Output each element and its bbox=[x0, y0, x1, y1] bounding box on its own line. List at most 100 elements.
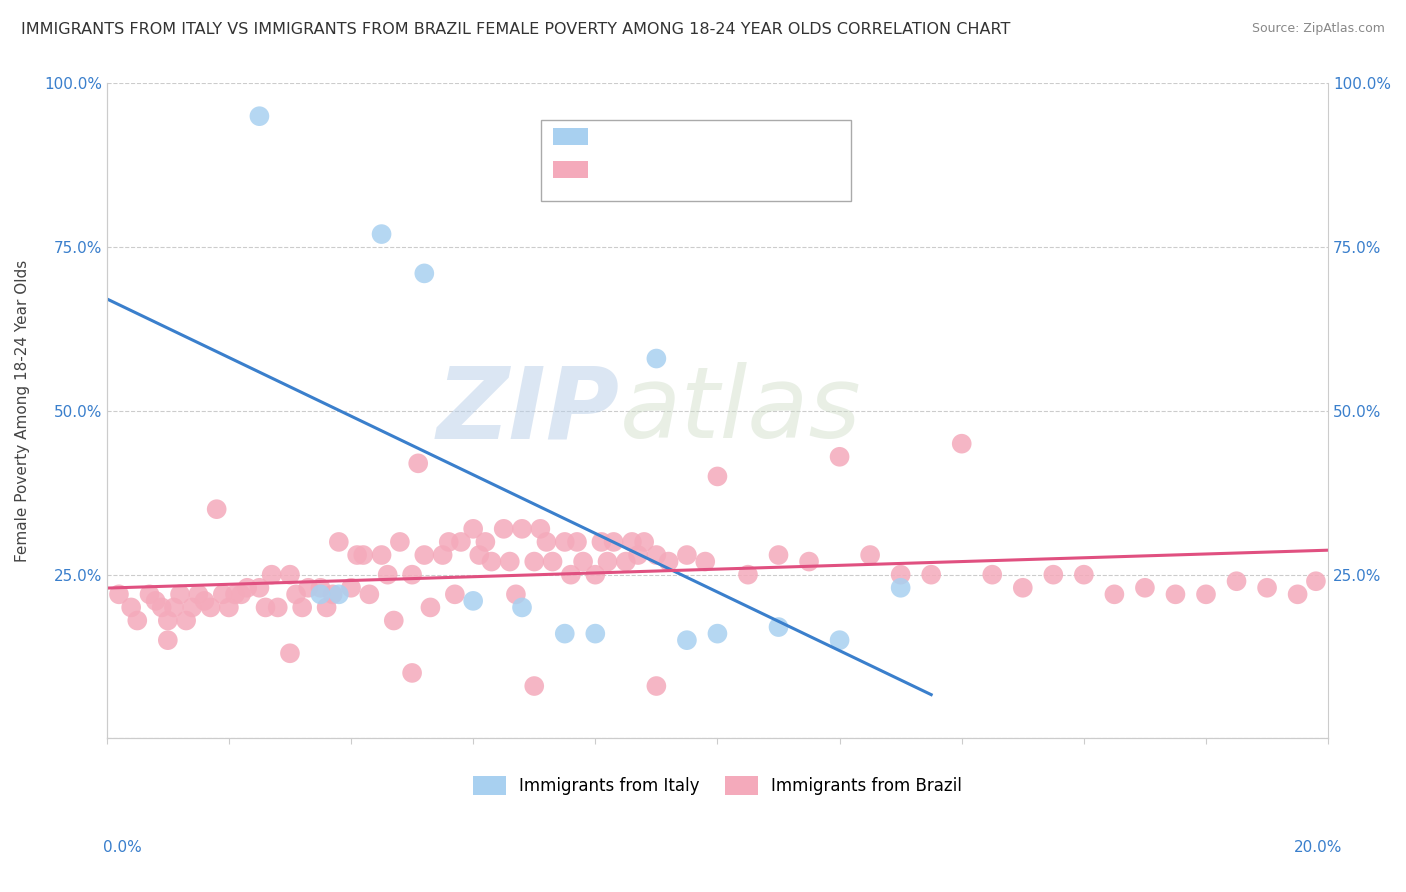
Text: R = 0.744   N =  15: R = 0.744 N = 15 bbox=[598, 136, 773, 154]
Point bbox=[560, 567, 582, 582]
Point bbox=[108, 587, 131, 601]
Point bbox=[523, 679, 546, 693]
Point bbox=[541, 555, 564, 569]
Point bbox=[492, 522, 515, 536]
Point bbox=[370, 548, 392, 562]
Point bbox=[309, 581, 332, 595]
Point bbox=[127, 614, 149, 628]
Point bbox=[267, 600, 290, 615]
Point bbox=[1305, 574, 1327, 589]
Point bbox=[120, 600, 142, 615]
Point bbox=[1104, 587, 1126, 601]
Point bbox=[706, 469, 728, 483]
Text: R = 0.048   N =  102: R = 0.048 N = 102 bbox=[598, 169, 785, 187]
Point bbox=[1164, 587, 1187, 601]
Point bbox=[218, 600, 240, 615]
Point bbox=[645, 548, 668, 562]
Point bbox=[890, 581, 912, 595]
Point bbox=[413, 266, 436, 280]
Point bbox=[583, 626, 606, 640]
Point bbox=[676, 633, 699, 648]
Point bbox=[163, 600, 186, 615]
Point bbox=[138, 587, 160, 601]
Text: 0.0%: 0.0% bbox=[103, 840, 142, 855]
Point bbox=[249, 581, 271, 595]
Point bbox=[260, 567, 283, 582]
Point bbox=[254, 600, 277, 615]
Point bbox=[382, 614, 405, 628]
Point bbox=[352, 548, 374, 562]
Point bbox=[695, 555, 717, 569]
Point bbox=[1011, 581, 1033, 595]
Point bbox=[187, 587, 209, 601]
Point bbox=[1133, 581, 1156, 595]
Point bbox=[529, 522, 551, 536]
Point bbox=[565, 535, 588, 549]
Point bbox=[205, 502, 228, 516]
Point bbox=[596, 555, 619, 569]
Point bbox=[1225, 574, 1247, 589]
Point bbox=[768, 548, 790, 562]
Point bbox=[920, 567, 942, 582]
Point bbox=[554, 626, 576, 640]
Point bbox=[450, 535, 472, 549]
Point bbox=[309, 587, 332, 601]
Point bbox=[658, 555, 681, 569]
Point bbox=[890, 567, 912, 582]
Point bbox=[278, 567, 301, 582]
Point bbox=[437, 535, 460, 549]
Point bbox=[499, 555, 522, 569]
Point bbox=[797, 555, 820, 569]
Point bbox=[768, 620, 790, 634]
Point bbox=[156, 633, 179, 648]
Point bbox=[413, 548, 436, 562]
Point bbox=[463, 522, 485, 536]
Point bbox=[150, 600, 173, 615]
Point bbox=[285, 587, 308, 601]
Point bbox=[1073, 567, 1095, 582]
Point bbox=[278, 646, 301, 660]
Point bbox=[401, 665, 423, 680]
Point bbox=[583, 567, 606, 582]
Point bbox=[676, 548, 699, 562]
Point bbox=[328, 535, 350, 549]
Point bbox=[950, 436, 973, 450]
Point bbox=[554, 535, 576, 549]
Point bbox=[627, 548, 650, 562]
Point bbox=[510, 600, 533, 615]
Point bbox=[388, 535, 411, 549]
Point bbox=[193, 594, 215, 608]
Point bbox=[1256, 581, 1278, 595]
Y-axis label: Female Poverty Among 18-24 Year Olds: Female Poverty Among 18-24 Year Olds bbox=[15, 260, 30, 562]
Point bbox=[401, 567, 423, 582]
Point bbox=[200, 600, 222, 615]
Point bbox=[706, 626, 728, 640]
Point bbox=[370, 227, 392, 241]
Point bbox=[859, 548, 882, 562]
Point bbox=[236, 581, 259, 595]
Point bbox=[406, 456, 429, 470]
Point bbox=[229, 587, 252, 601]
Point bbox=[346, 548, 368, 562]
Point bbox=[463, 594, 485, 608]
Point bbox=[340, 581, 363, 595]
Text: ZIP: ZIP bbox=[437, 362, 620, 459]
Point bbox=[620, 535, 643, 549]
Point bbox=[169, 587, 191, 601]
Point bbox=[505, 587, 527, 601]
Point bbox=[322, 587, 344, 601]
Point bbox=[211, 587, 233, 601]
Point bbox=[1042, 567, 1064, 582]
Point bbox=[737, 567, 759, 582]
Legend: Immigrants from Italy, Immigrants from Brazil: Immigrants from Italy, Immigrants from B… bbox=[465, 770, 969, 802]
Point bbox=[602, 535, 624, 549]
Point bbox=[444, 587, 467, 601]
Text: 20.0%: 20.0% bbox=[1295, 840, 1343, 855]
Point bbox=[1286, 587, 1309, 601]
Point bbox=[981, 567, 1004, 582]
Text: Source: ZipAtlas.com: Source: ZipAtlas.com bbox=[1251, 22, 1385, 36]
Point bbox=[645, 679, 668, 693]
Point bbox=[291, 600, 314, 615]
Point bbox=[645, 351, 668, 366]
Point bbox=[536, 535, 558, 549]
